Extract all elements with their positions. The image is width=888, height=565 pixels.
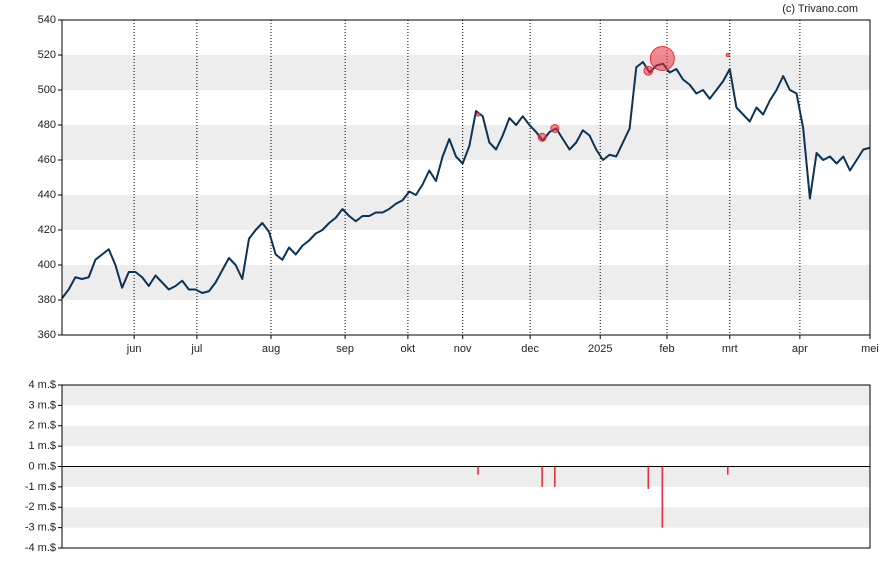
trade-bubble [649, 46, 675, 71]
y-tick-label: -1 m.$ [25, 481, 56, 493]
grid-band [62, 425, 870, 447]
x-tick-label: jun [126, 343, 142, 355]
y-tick-label: 400 [38, 259, 56, 271]
plot-frame [61, 19, 871, 336]
x-tick-label: dec [521, 343, 539, 355]
x-tick-label: sep [336, 343, 354, 355]
y-tick-label: 500 [38, 84, 56, 96]
y-tick-label: 480 [38, 119, 56, 131]
grid-band [62, 507, 870, 528]
trade-bubble [550, 124, 560, 133]
y-tick-label: -4 m.$ [25, 542, 56, 554]
trade-bubble [725, 52, 730, 58]
y-tick-label: 540 [38, 14, 56, 26]
x-tick-label: nov [454, 343, 472, 355]
y-tick-label: 4 m.$ [28, 379, 56, 391]
y-tick-label: 520 [38, 49, 56, 61]
x-tick-label: feb [659, 343, 674, 355]
grid-band [62, 195, 870, 230]
y-tick-label: 380 [38, 294, 56, 306]
x-tick-label: aug [262, 343, 280, 355]
x-tick-label: apr [792, 343, 808, 355]
x-tick-label: 2025 [588, 343, 612, 355]
y-tick-label: 460 [38, 154, 56, 166]
grid-band [62, 55, 870, 90]
x-tick-label: mrt [722, 343, 738, 355]
credit: (c) Trivano.com [782, 3, 858, 15]
y-tick-label: 360 [38, 329, 56, 341]
y-tick-label: 0 m.$ [28, 460, 56, 472]
trade-bubble [643, 65, 654, 76]
x-tick-label: jul [190, 343, 202, 355]
y-tick-label: 440 [38, 189, 56, 201]
grid-band [62, 466, 870, 487]
trade-bubble [475, 112, 481, 117]
y-tick-label: 1 m.$ [28, 440, 56, 452]
y-tick-label: -3 m.$ [25, 522, 56, 534]
grid-band [62, 385, 870, 406]
y-tick-label: 420 [38, 224, 56, 236]
y-tick-label: 2 m.$ [28, 420, 56, 432]
y-tick-label: 3 m.$ [28, 399, 56, 411]
y-tick-label: -2 m.$ [25, 501, 56, 513]
x-tick-label: mei [861, 343, 879, 355]
grid-band [62, 265, 870, 300]
plot-frame [61, 384, 871, 549]
x-tick-label: okt [401, 343, 416, 355]
trade-bubble [537, 132, 547, 142]
price-line [61, 61, 871, 299]
